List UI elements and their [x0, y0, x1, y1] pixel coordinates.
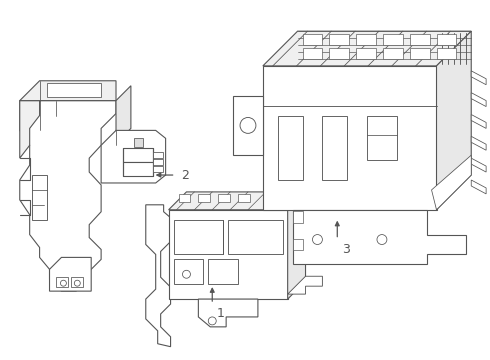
- Bar: [263, 66, 437, 210]
- Bar: [153, 152, 163, 158]
- Circle shape: [377, 235, 387, 244]
- Bar: [383, 48, 403, 59]
- Polygon shape: [20, 100, 40, 158]
- Circle shape: [208, 317, 216, 325]
- Polygon shape: [288, 192, 306, 299]
- Polygon shape: [101, 130, 166, 183]
- Polygon shape: [169, 192, 306, 210]
- Bar: [173, 260, 203, 284]
- Bar: [123, 148, 153, 162]
- Bar: [329, 48, 349, 59]
- Bar: [123, 162, 153, 176]
- Text: 3: 3: [343, 243, 350, 256]
- Polygon shape: [471, 93, 486, 107]
- Bar: [208, 260, 238, 284]
- Polygon shape: [32, 175, 47, 220]
- Bar: [47, 83, 101, 96]
- Bar: [293, 211, 302, 223]
- Bar: [238, 194, 250, 202]
- Bar: [218, 194, 230, 202]
- Bar: [228, 220, 283, 255]
- Bar: [322, 116, 347, 180]
- Bar: [383, 34, 403, 45]
- Polygon shape: [471, 114, 486, 129]
- Bar: [302, 34, 322, 45]
- Polygon shape: [49, 257, 91, 291]
- Bar: [329, 34, 349, 45]
- Polygon shape: [432, 155, 471, 210]
- Polygon shape: [146, 205, 171, 347]
- Bar: [302, 48, 322, 59]
- Bar: [169, 210, 288, 299]
- Polygon shape: [471, 158, 486, 172]
- Polygon shape: [263, 31, 471, 66]
- Polygon shape: [471, 71, 486, 85]
- Bar: [293, 239, 302, 251]
- Polygon shape: [471, 180, 486, 194]
- Text: 2: 2: [181, 168, 190, 181]
- Polygon shape: [471, 136, 486, 150]
- Bar: [198, 194, 210, 202]
- Bar: [410, 48, 430, 59]
- Polygon shape: [20, 100, 116, 291]
- Circle shape: [240, 117, 256, 133]
- Circle shape: [60, 280, 66, 286]
- Circle shape: [74, 280, 80, 286]
- Polygon shape: [233, 96, 263, 155]
- Bar: [278, 116, 302, 180]
- Circle shape: [182, 270, 191, 278]
- Bar: [410, 34, 430, 45]
- Bar: [153, 166, 163, 172]
- Bar: [134, 138, 143, 147]
- Text: 1: 1: [216, 307, 224, 320]
- Polygon shape: [116, 86, 131, 143]
- Bar: [356, 48, 376, 59]
- Polygon shape: [437, 31, 471, 210]
- Polygon shape: [293, 210, 466, 264]
- Bar: [437, 48, 456, 59]
- Bar: [367, 116, 397, 160]
- Bar: [437, 34, 456, 45]
- Polygon shape: [198, 299, 258, 327]
- Bar: [153, 159, 163, 165]
- Bar: [173, 220, 223, 255]
- Polygon shape: [288, 276, 322, 294]
- Bar: [56, 277, 69, 287]
- Polygon shape: [20, 81, 116, 100]
- Bar: [356, 34, 376, 45]
- Bar: [178, 194, 191, 202]
- Circle shape: [313, 235, 322, 244]
- Bar: [72, 277, 83, 287]
